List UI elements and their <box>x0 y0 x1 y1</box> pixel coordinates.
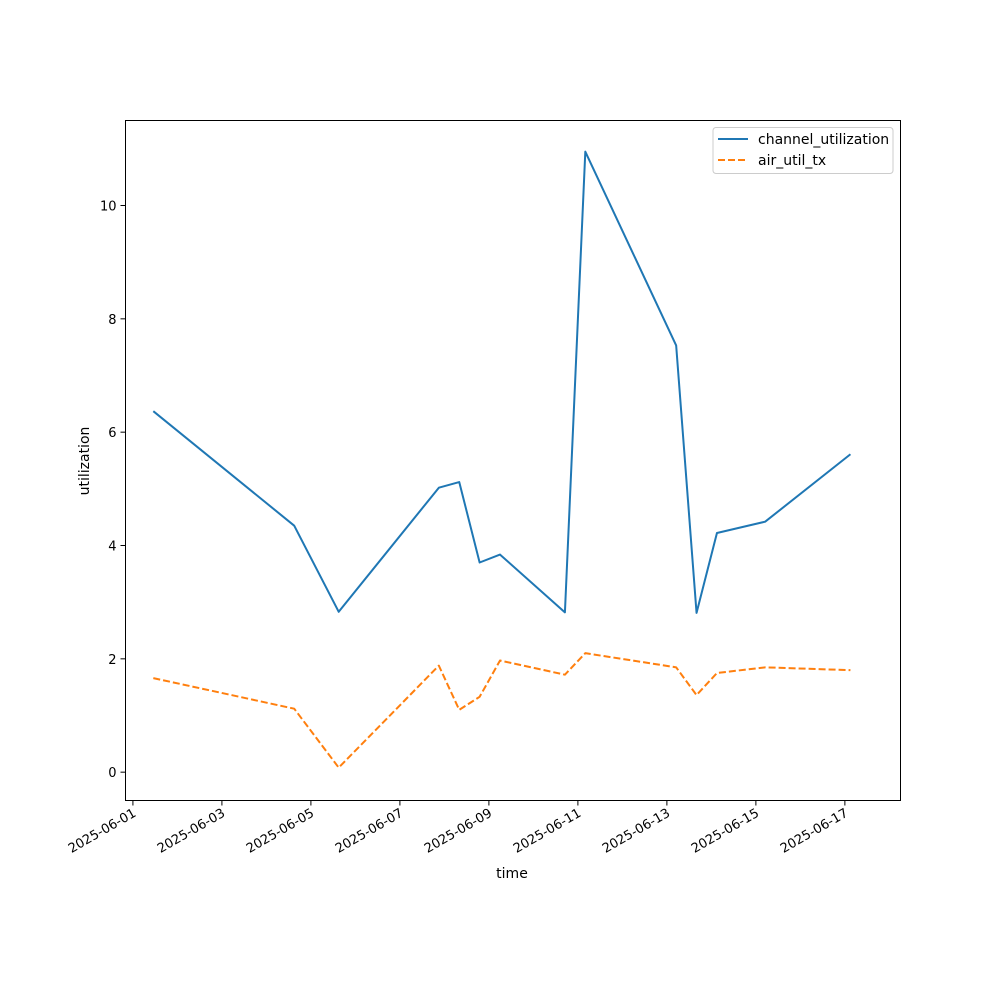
y-tick-label: 2 <box>108 653 116 668</box>
legend-box <box>712 127 894 174</box>
series-layer <box>152 150 852 769</box>
legend-label-air-util-tx: air_util_tx <box>758 153 826 169</box>
x-axis: 2025-06-01 2025-06-03 2025-06-05 2025-06-07… <box>66 800 851 857</box>
series-line-channel-utilization <box>152 150 852 614</box>
y-axis-label: utilization <box>77 427 93 496</box>
plot-frame <box>125 120 901 801</box>
y-tick-label: 6 <box>108 426 116 441</box>
x-axis-label: time <box>496 866 528 882</box>
x-tick-label: 2025-06-09 <box>422 806 495 857</box>
x-tick-label: 2025-06-15 <box>689 806 762 857</box>
x-tick-label: 2025-06-01 <box>66 806 139 857</box>
x-tick-label: 2025-06-17 <box>778 806 851 857</box>
x-tick-label: 2025-06-13 <box>600 806 673 857</box>
legend-label-channel-utilization: channel_utilization <box>758 132 889 148</box>
y-tick-label: 10 <box>100 200 117 215</box>
legend: channel_utilization air_util_tx <box>712 127 894 174</box>
y-axis: 0 2 4 6 8 10 <box>100 200 126 781</box>
x-tick-label: 2025-06-07 <box>333 806 406 857</box>
x-tick-label: 2025-06-05 <box>244 806 317 857</box>
y-tick-label: 4 <box>108 540 116 555</box>
x-tick-label: 2025-06-03 <box>155 806 228 857</box>
y-tick-label: 8 <box>108 313 116 328</box>
x-tick-label: 2025-06-11 <box>511 806 584 857</box>
y-tick-label: 0 <box>108 766 116 781</box>
series-line-air-util-tx <box>153 652 851 769</box>
plot-area <box>125 120 901 801</box>
